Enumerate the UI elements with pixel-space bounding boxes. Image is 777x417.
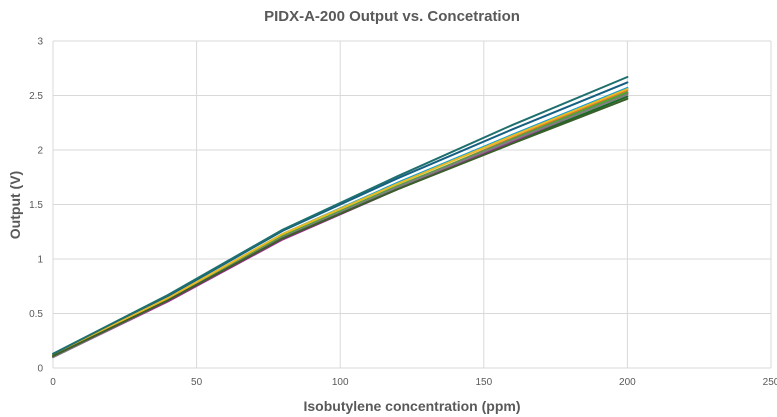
y-tick-label: 3 bbox=[37, 37, 43, 48]
x-tick-label: 50 bbox=[191, 377, 203, 388]
series-lines bbox=[52, 76, 629, 359]
x-tick-label: 150 bbox=[475, 377, 492, 388]
series-line-10 bbox=[52, 97, 629, 357]
x-tick-label: 100 bbox=[332, 377, 349, 388]
gridlines bbox=[52, 40, 772, 369]
x-tick-label: 200 bbox=[619, 377, 636, 388]
series-line-9 bbox=[52, 76, 629, 355]
y-tick-label: 2 bbox=[37, 146, 43, 157]
x-tick-label: 250 bbox=[763, 377, 777, 388]
y-axis-title: Output (V) bbox=[7, 171, 23, 239]
y-tick-label: 1 bbox=[37, 255, 43, 266]
y-axis-ticks: 0 0.5 1 1.5 2 2.5 3 bbox=[29, 37, 43, 375]
y-tick-label: 0.5 bbox=[29, 309, 43, 320]
x-tick-label: 0 bbox=[50, 377, 56, 388]
chart-title: PIDX-A-200 Output vs. Concetration bbox=[264, 8, 520, 25]
y-tick-label: 1.5 bbox=[29, 200, 43, 211]
x-axis-title: Isobutylene concentration (ppm) bbox=[303, 398, 520, 414]
series-line-7 bbox=[52, 88, 629, 356]
x-axis-ticks: 0 50 100 150 200 250 bbox=[50, 377, 777, 388]
y-tick-label: 2.5 bbox=[29, 91, 43, 102]
y-tick-label: 0 bbox=[37, 364, 43, 375]
